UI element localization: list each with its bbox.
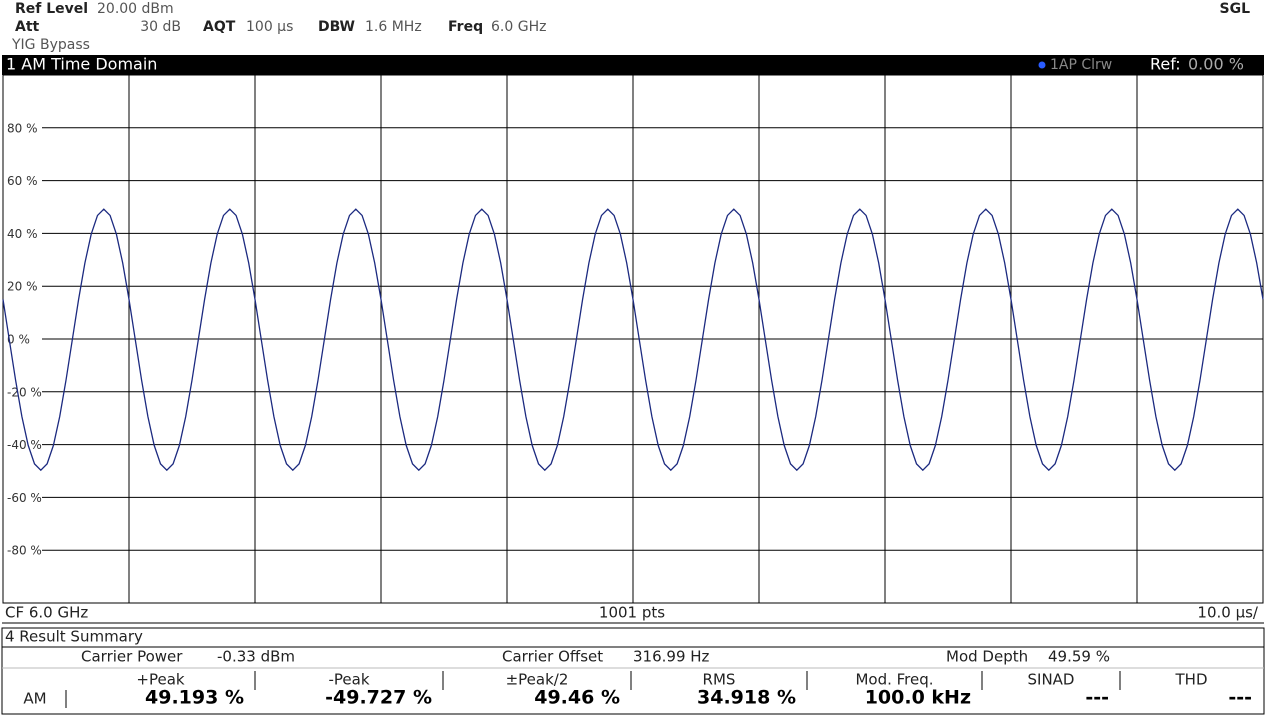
mod-depth: 49.59 % (1048, 648, 1110, 666)
aqt-label: AQT (203, 19, 236, 35)
y-tick-label: -20 % (7, 385, 42, 399)
y-tick-label: 80 % (7, 121, 38, 135)
plot-area: 80 % 60 % 40 % 20 % 0 % -20 % -40 % -60 % -80 % (2, 75, 1264, 603)
aqt: 100 µs (246, 19, 293, 35)
freq-label: Freq (448, 19, 483, 35)
column-header: THD (1175, 671, 1208, 689)
result-value: --- (1228, 687, 1252, 709)
y-tick-label: -60 % (7, 491, 42, 505)
result-value: 100.0 kHz (865, 687, 971, 709)
result-summary-title: 4 Result Summary (5, 628, 143, 646)
carrier-offset-label: Carrier Offset (502, 648, 603, 666)
result-value: 49.46 % (534, 687, 620, 709)
result-value: 34.918 % (697, 687, 796, 709)
mod-depth-label: Mod Depth (946, 648, 1028, 666)
trace-indicator (1038, 61, 1046, 69)
column-header: -Peak (328, 671, 369, 689)
time-per-div: 10.0 µs/ (1197, 604, 1259, 622)
ref-value: 0.00 % (1188, 55, 1244, 74)
carrier-offset: 316.99 Hz (633, 648, 710, 666)
y-tick-label: -40 % (7, 438, 42, 452)
yig-bypass: YIG Bypass (11, 37, 90, 53)
y-tick-label: 60 % (7, 174, 38, 188)
y-tick-label: 20 % (7, 280, 38, 294)
att: 30 dB (140, 19, 181, 35)
dbw: 1.6 MHz (365, 19, 422, 35)
points: 1001 pts (599, 604, 665, 622)
y-tick-label: -80 % (7, 544, 42, 558)
column-header: RMS (703, 671, 736, 689)
window-title-bar (2, 55, 1264, 75)
freq: 6.0 GHz (491, 19, 546, 35)
result-summary-frame (1, 627, 1265, 715)
center-frequency: CF 6.0 GHz (5, 604, 88, 622)
y-tick-label: 0 % (7, 333, 30, 347)
result-value: --- (1085, 687, 1109, 709)
carrier-power: -0.33 dBm (217, 648, 295, 666)
window-title: 1 AM Time Domain (6, 55, 157, 74)
trace-label: 1AP Clrw (1050, 57, 1112, 73)
ref-level-label: Ref Level (15, 1, 88, 17)
result-value: 49.193 % (145, 687, 244, 709)
y-tick-label: 40 % (7, 227, 38, 241)
carrier-power-label: Carrier Power (81, 648, 183, 666)
ref-level: 20.00 dBm (97, 1, 174, 17)
column-header: ±Peak/2 (506, 671, 569, 689)
column-header: Mod. Freq. (855, 671, 933, 689)
trace (2, 208, 1264, 472)
result-value: -49.727 % (325, 687, 432, 709)
column-header: +Peak (136, 671, 184, 689)
ref-label: Ref: (1150, 55, 1181, 74)
sweep-mode: SGL (1220, 1, 1251, 17)
column-header: SINAD (1028, 671, 1075, 689)
row-label: AM (23, 690, 46, 708)
att-label: Att (15, 19, 40, 35)
dbw-label: DBW (318, 19, 355, 35)
